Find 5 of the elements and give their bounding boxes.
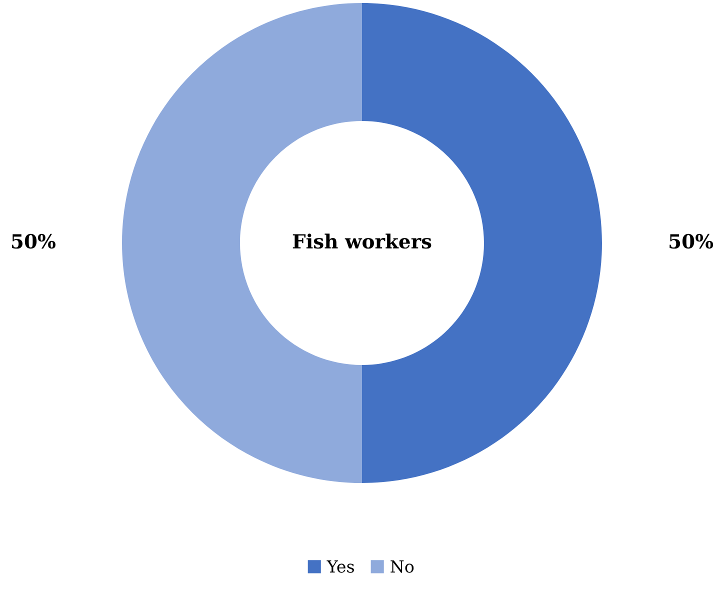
legend-label: Yes xyxy=(326,560,354,573)
text: Fish workers xyxy=(292,234,432,249)
legend-label: No xyxy=(390,560,414,573)
data-label: 50% xyxy=(12,234,56,249)
data-label: 50% xyxy=(670,234,714,249)
